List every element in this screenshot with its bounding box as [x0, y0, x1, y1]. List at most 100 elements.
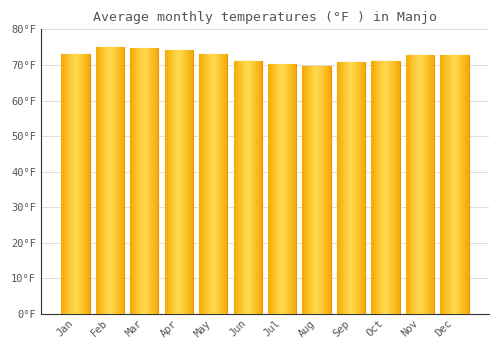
Bar [170, 50, 172, 314]
Bar [292, 64, 294, 314]
Bar [164, 50, 193, 314]
Bar [460, 55, 462, 314]
Bar [108, 47, 110, 314]
Bar [146, 48, 147, 314]
Bar [199, 54, 200, 314]
Bar [428, 55, 430, 314]
Bar [148, 48, 150, 314]
Bar [276, 64, 278, 314]
Bar [391, 61, 392, 314]
Bar [114, 47, 116, 314]
Bar [285, 64, 286, 314]
Bar [206, 54, 208, 314]
Bar [118, 47, 120, 314]
Bar [289, 64, 290, 314]
Bar [268, 64, 270, 314]
Bar [103, 47, 104, 314]
Bar [392, 61, 394, 314]
Bar [62, 54, 64, 314]
Bar [275, 64, 276, 314]
Bar [272, 64, 274, 314]
Bar [97, 47, 98, 314]
Bar [380, 61, 382, 314]
Bar [180, 50, 182, 314]
Bar [186, 50, 188, 314]
Bar [244, 61, 245, 314]
Bar [348, 62, 350, 314]
Bar [388, 61, 390, 314]
Bar [218, 54, 219, 314]
Bar [246, 61, 248, 314]
Bar [418, 55, 420, 314]
Bar [88, 54, 90, 314]
Bar [202, 54, 203, 314]
Bar [154, 48, 156, 314]
Bar [199, 54, 228, 314]
Bar [397, 61, 398, 314]
Bar [376, 61, 377, 314]
Bar [312, 66, 314, 314]
Bar [414, 55, 416, 314]
Bar [457, 55, 458, 314]
Bar [107, 47, 108, 314]
Bar [338, 62, 340, 314]
Bar [96, 47, 97, 314]
Bar [449, 55, 450, 314]
Bar [350, 62, 351, 314]
Bar [354, 62, 356, 314]
Bar [256, 61, 258, 314]
Bar [156, 48, 157, 314]
Bar [205, 54, 206, 314]
Bar [458, 55, 460, 314]
Bar [396, 61, 397, 314]
Bar [77, 54, 78, 314]
Bar [164, 50, 166, 314]
Bar [278, 64, 280, 314]
Bar [390, 61, 391, 314]
Bar [342, 62, 344, 314]
Bar [284, 64, 285, 314]
Bar [222, 54, 223, 314]
Bar [140, 48, 141, 314]
Bar [102, 47, 103, 314]
Bar [138, 48, 140, 314]
Bar [87, 54, 88, 314]
Bar [318, 66, 320, 314]
Bar [132, 48, 133, 314]
Bar [144, 48, 146, 314]
Bar [442, 55, 443, 314]
Bar [311, 66, 312, 314]
Bar [270, 64, 271, 314]
Bar [406, 55, 434, 314]
Bar [216, 54, 218, 314]
Bar [74, 54, 76, 314]
Bar [423, 55, 424, 314]
Bar [420, 55, 422, 314]
Bar [444, 55, 446, 314]
Bar [117, 47, 118, 314]
Bar [212, 54, 214, 314]
Bar [346, 62, 347, 314]
Bar [210, 54, 212, 314]
Bar [150, 48, 152, 314]
Bar [410, 55, 412, 314]
Bar [242, 61, 244, 314]
Bar [252, 61, 254, 314]
Bar [182, 50, 183, 314]
Bar [68, 54, 70, 314]
Bar [430, 55, 432, 314]
Bar [78, 54, 80, 314]
Bar [326, 66, 328, 314]
Bar [214, 54, 216, 314]
Bar [234, 61, 235, 314]
Bar [224, 54, 226, 314]
Bar [209, 54, 210, 314]
Bar [432, 55, 434, 314]
Bar [314, 66, 315, 314]
Bar [384, 61, 386, 314]
Bar [254, 61, 255, 314]
Bar [173, 50, 174, 314]
Bar [446, 55, 448, 314]
Bar [152, 48, 153, 314]
Bar [86, 54, 87, 314]
